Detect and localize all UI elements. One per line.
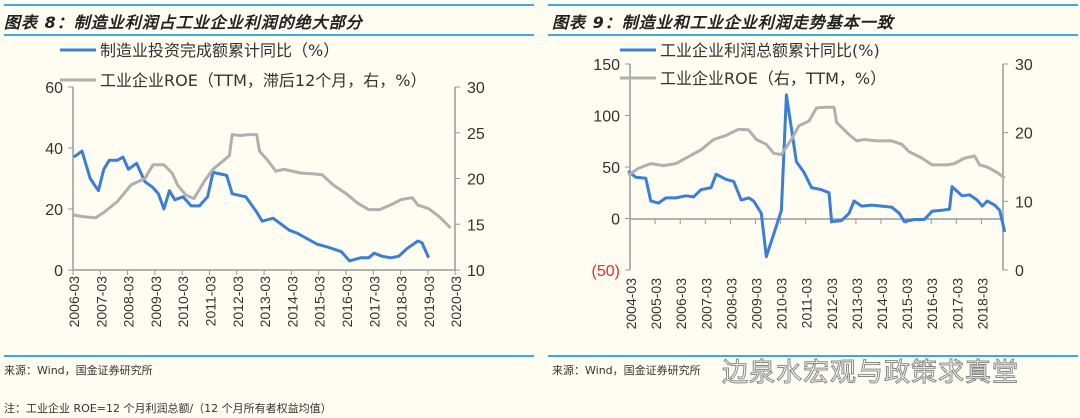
panel1-top-rule	[4, 4, 534, 6]
y-left-tick-label: 60	[45, 80, 63, 97]
x-tick-label: 2013-03	[257, 276, 273, 328]
panel2-source: 来源：Wind，国金证券研究所	[552, 364, 701, 377]
x-tick-label: 2012-03	[230, 276, 246, 328]
x-tick-label: 2014-03	[874, 278, 890, 330]
x-tick-label: 2015-03	[312, 276, 328, 328]
x-tick-label: 2016-03	[339, 276, 355, 328]
x-tick-label: 2005-03	[648, 278, 664, 330]
legend-label: 工业企业ROE（TTM，滞后12个月，右，%）	[100, 71, 426, 90]
panel2-title-rule	[548, 34, 1078, 36]
panel1-title: 图表 8：制造业利润占工业企业利润的绝大部分	[4, 13, 363, 32]
x-tick-label: 2006-03	[66, 276, 82, 328]
y-left-tick-label: 0	[611, 212, 620, 229]
series-line-gray	[73, 133, 452, 229]
x-tick-label: 2019-03	[421, 276, 437, 328]
legend-label: 工业企业利润总额累计同比(%)	[660, 41, 880, 60]
y-right-tick-label: 10	[467, 263, 485, 280]
y-right-tick-label: 20	[1015, 126, 1033, 143]
y-right-tick-label: 20	[467, 172, 485, 189]
y-right-tick-label: 30	[467, 80, 485, 97]
x-tick-label: 2011-03	[203, 276, 219, 327]
x-tick-label: 2008-03	[723, 278, 739, 330]
watermark: 边泉水宏观与政策求真堂	[721, 358, 1020, 389]
x-tick-label: 2017-03	[366, 276, 382, 328]
x-tick-label: 2017-03	[949, 278, 965, 330]
y-right-tick-label: 10	[1015, 194, 1033, 211]
y-right-tick-label: 0	[1015, 263, 1024, 280]
y-left-tick-label: (50)	[592, 263, 620, 280]
series-line-blue	[627, 93, 1007, 259]
panel1-bottom-rule	[4, 355, 534, 357]
legend-label: 制造业投资完成额累计同比（%）	[100, 41, 339, 60]
y-left-tick-label: 0	[54, 263, 63, 280]
y-left-tick-label: 40	[45, 141, 63, 158]
x-tick-label: 2009-03	[749, 278, 765, 330]
y-right-tick-label: 15	[467, 217, 485, 234]
x-tick-label: 2020-03	[448, 276, 464, 328]
y-left-tick-label: 150	[593, 57, 620, 74]
y-left-tick-label: 100	[593, 109, 620, 126]
panel1-title-rule	[4, 34, 534, 36]
panel2-title: 图表 9：制造业和工业企业利润走势基本一致	[552, 13, 894, 32]
panel2-top-rule	[548, 4, 1078, 6]
legend-label: 工业企业ROE（右，TTM，%）	[660, 69, 886, 88]
series-line-blue	[72, 149, 431, 263]
x-tick-label: 2008-03	[121, 276, 137, 328]
panel2-bottom-rule	[548, 355, 1078, 357]
y-left-tick-label: 20	[45, 202, 63, 219]
y-right-tick-label: 30	[1015, 57, 1033, 74]
x-tick-label: 2004-03	[623, 278, 639, 330]
x-tick-label: 2018-03	[394, 276, 410, 328]
x-tick-label: 2016-03	[924, 278, 940, 330]
series-line-gray	[627, 105, 1006, 180]
x-tick-label: 2011-03	[799, 278, 815, 329]
note: 注：工业企业 ROE=12 个月利润总额/（12 个月所有者权益均值）	[4, 402, 332, 415]
x-tick-label: 2007-03	[93, 276, 109, 328]
x-tick-label: 2018-03	[974, 278, 990, 330]
x-tick-label: 2006-03	[673, 278, 689, 330]
x-tick-label: 2010-03	[774, 278, 790, 330]
x-tick-label: 2014-03	[284, 276, 300, 328]
y-right-tick-label: 25	[467, 126, 485, 143]
x-tick-label: 2012-03	[824, 278, 840, 330]
x-tick-label: 2007-03	[698, 278, 714, 330]
x-tick-label: 2009-03	[148, 276, 164, 328]
y-left-tick-label: 50	[602, 160, 620, 177]
x-tick-label: 2013-03	[849, 278, 865, 330]
x-tick-label: 2015-03	[899, 278, 915, 330]
panel1-source: 来源：Wind，国金证券研究所	[4, 364, 153, 377]
x-tick-label: 2010-03	[175, 276, 191, 328]
